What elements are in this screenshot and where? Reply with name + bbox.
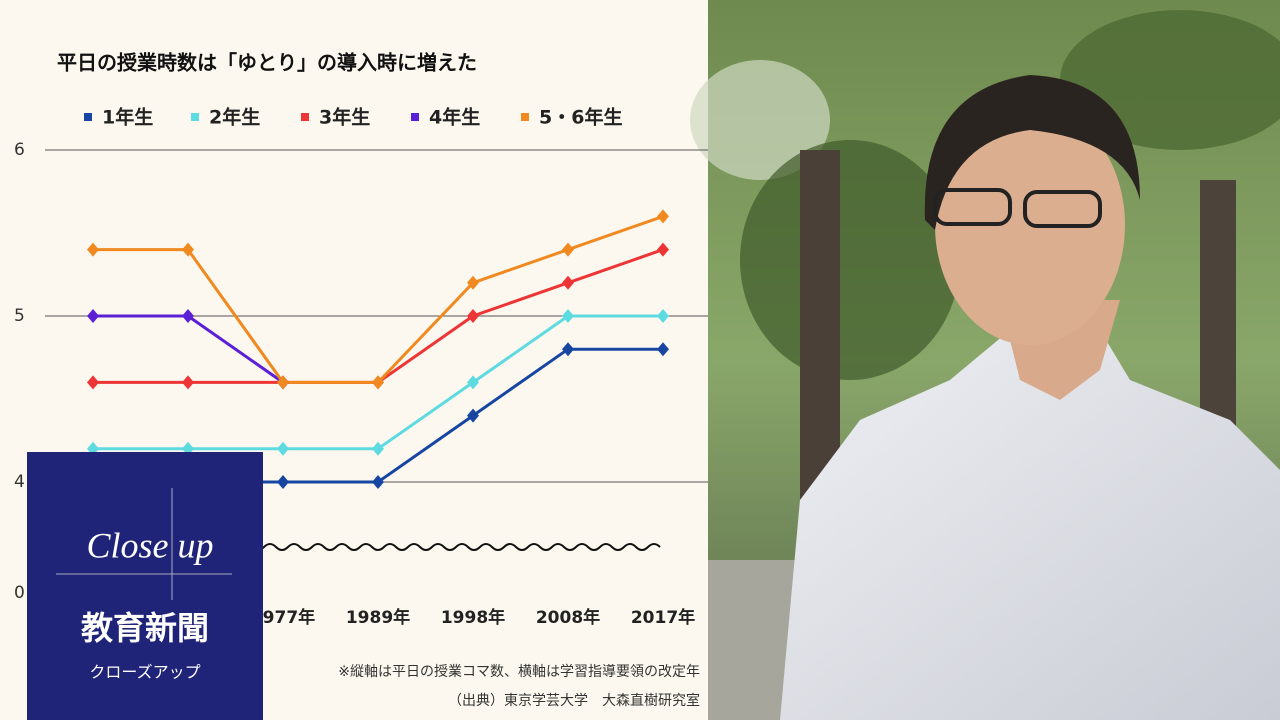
x-tick-label: 1977年 xyxy=(251,607,315,628)
legend-swatch xyxy=(191,113,199,121)
point xyxy=(467,275,479,290)
legend-label: 3年生 xyxy=(319,106,370,129)
chart-title: 平日の授業時数は「ゆとり」の導入時に増えた xyxy=(57,51,477,75)
note: （出典）東京学芸大学 大森直樹研究室 xyxy=(448,692,700,709)
point xyxy=(277,441,289,456)
legend-swatch xyxy=(84,113,92,121)
photo xyxy=(690,0,1280,720)
x-tick-label: 1998年 xyxy=(441,607,505,628)
point xyxy=(467,408,479,423)
point xyxy=(657,242,669,257)
legend-swatch xyxy=(301,113,309,121)
point xyxy=(562,309,574,323)
legend-label: 1年生 xyxy=(102,106,153,129)
point xyxy=(182,309,194,323)
point xyxy=(277,375,289,390)
point xyxy=(182,375,194,390)
y-tick-label: 4 xyxy=(14,472,25,492)
legend-label: 2年生 xyxy=(209,106,260,129)
overlay-title: Close up xyxy=(86,525,213,565)
overlay: Close up 教育新聞 クローズアップ xyxy=(27,452,263,720)
point xyxy=(372,441,384,456)
point xyxy=(562,275,574,290)
point xyxy=(467,309,479,323)
point xyxy=(87,375,99,390)
point xyxy=(467,375,479,390)
y-tick-label: 6 xyxy=(14,140,25,160)
point xyxy=(657,209,669,224)
plot: 4 5 6 1977年 1989年 1998年 2008年 2017年 1年生 2年生 3年生 4年生… xyxy=(14,106,708,628)
legend-label: 4年生 xyxy=(429,106,480,129)
legend-swatch xyxy=(521,113,529,121)
x-tick-label: 1989年 xyxy=(346,607,410,628)
point xyxy=(87,309,99,323)
point xyxy=(657,309,669,323)
note: ※縦軸は平日の授業コマ数、横軸は学習指導要領の改定年 xyxy=(338,663,700,680)
legend-swatch xyxy=(411,113,419,121)
x-tick-label: 2017年 xyxy=(631,607,695,628)
point xyxy=(562,242,574,257)
overlay-box xyxy=(27,452,263,720)
point xyxy=(87,242,99,257)
point xyxy=(182,242,194,257)
point xyxy=(657,342,669,357)
axis-break-label: 0 xyxy=(14,583,25,603)
y-tick-label: 5 xyxy=(14,306,25,326)
point xyxy=(372,475,384,489)
x-tick-label: 2008年 xyxy=(536,607,600,628)
point xyxy=(277,475,289,489)
point xyxy=(562,342,574,357)
point xyxy=(372,375,384,390)
overlay-subtitle: クローズアップ xyxy=(89,663,200,682)
legend-label: 5・6年生 xyxy=(539,106,622,129)
axis-break xyxy=(239,543,661,551)
overlay-name: 教育新聞 xyxy=(81,609,209,647)
